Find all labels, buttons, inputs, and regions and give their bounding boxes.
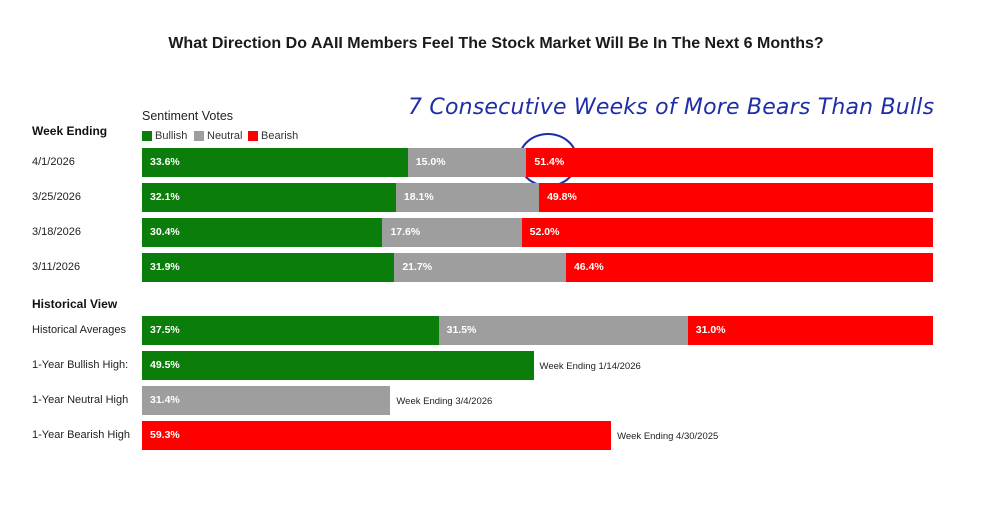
note-neutral-high: Week Ending 3/4/2026	[396, 396, 493, 407]
bar-bullish-week-1-label: 33.6%	[150, 156, 180, 168]
row-label-week-1: 4/1/2026	[32, 156, 75, 168]
bar-neutral-week-1-label: 15.0%	[415, 156, 446, 168]
bar-neutral-high-label: 31.4%	[150, 394, 180, 406]
bar-neutral-historical-averages-label: 31.5%	[446, 324, 477, 336]
bar-bullish-week-3-label: 30.4%	[150, 226, 180, 238]
bar-neutral-high: 31.4%	[142, 386, 391, 415]
bar-bullish-high: 49.5%	[142, 351, 534, 380]
bar-bearish-week-1-label: 51.4%	[534, 156, 565, 168]
bar-bearish-week-2: 49.8%	[539, 183, 933, 212]
row-label-week-4: 3/11/2026	[32, 261, 81, 273]
bar-neutral-week-3-label: 17.6%	[390, 226, 421, 238]
bar-bullish-week-2: 32.1%	[142, 183, 396, 212]
legend-title: Sentiment Votes	[142, 109, 234, 123]
legend-item-neutral: Neutral	[194, 129, 242, 143]
bar-bearish-high: 59.3%	[142, 421, 612, 450]
chart-title: What Direction Do AAII Members Feel The …	[168, 35, 824, 52]
bar-bearish-week-3: 52.0%	[521, 218, 933, 247]
legend-item-bullish: Bullish	[142, 129, 187, 143]
bar-bearish-week-4: 46.4%	[565, 253, 933, 282]
annotation-text: 7 Consecutive Weeks of More Bears Than B…	[408, 95, 935, 120]
bar-bullish-week-1: 33.6%	[142, 148, 408, 177]
row-label-bearish-high: 1-Year Bearish High	[32, 429, 131, 441]
bar-neutral-week-1: 15.0%	[407, 148, 527, 177]
bar-bearish-week-3-label: 52.0%	[529, 226, 560, 238]
row-label-week-3: 3/18/2026	[32, 226, 81, 238]
bar-neutral-week-4: 21.7%	[394, 253, 566, 282]
legend-item-bearish: Bearish	[248, 129, 298, 143]
bar-neutral-week-2: 18.1%	[395, 183, 540, 212]
legend-swatch-bearish	[248, 131, 258, 141]
legend-label-bullish: Bullish	[155, 130, 188, 142]
row-label-neutral-high: 1-Year Neutral High	[32, 394, 129, 406]
bar-bearish-historical-averages-label: 31.0%	[695, 324, 726, 336]
legend-swatch-bullish	[142, 131, 152, 141]
bar-neutral-historical-averages: 31.5%	[438, 316, 688, 345]
bar-bearish-week-1: 51.4%	[526, 148, 933, 177]
row-label-week-2: 3/25/2026	[32, 191, 81, 203]
legend-label-neutral: Neutral	[207, 130, 243, 142]
legend-label-bearish: Bearish	[261, 130, 299, 142]
bar-bullish-high-label: 49.5%	[150, 359, 180, 371]
row-label-bullish-high: 1-Year Bullish High:	[32, 359, 129, 371]
bar-neutral-week-3: 17.6%	[382, 218, 522, 247]
row-label-historical-averages: Historical Averages	[32, 324, 126, 336]
bar-neutral-week-4-label: 21.7%	[402, 261, 433, 273]
bar-bearish-historical-averages: 31.0%	[687, 316, 933, 345]
bar-neutral-week-2-label: 18.1%	[403, 191, 434, 203]
bar-bearish-week-4-label: 46.4%	[573, 261, 604, 273]
bar-bullish-historical-averages-label: 37.5%	[150, 324, 180, 336]
bar-bearish-high-label: 59.3%	[150, 429, 180, 441]
bar-bearish-week-2-label: 49.8%	[547, 191, 577, 203]
section-label-week-ending: Week Ending	[32, 124, 108, 138]
bar-bullish-week-4: 31.9%	[142, 253, 395, 282]
note-bearish-high: Week Ending 4/30/2025	[617, 431, 719, 442]
bar-bullish-historical-averages: 37.5%	[142, 316, 439, 345]
section-label-historical-view: Historical View	[32, 297, 118, 311]
bar-bullish-week-2-label: 32.1%	[150, 191, 180, 203]
note-bullish-high: Week Ending 1/14/2026	[539, 361, 641, 372]
bar-bullish-week-4-label: 31.9%	[150, 261, 180, 273]
bar-bullish-week-3: 30.4%	[142, 218, 383, 247]
legend-swatch-neutral	[194, 131, 204, 141]
